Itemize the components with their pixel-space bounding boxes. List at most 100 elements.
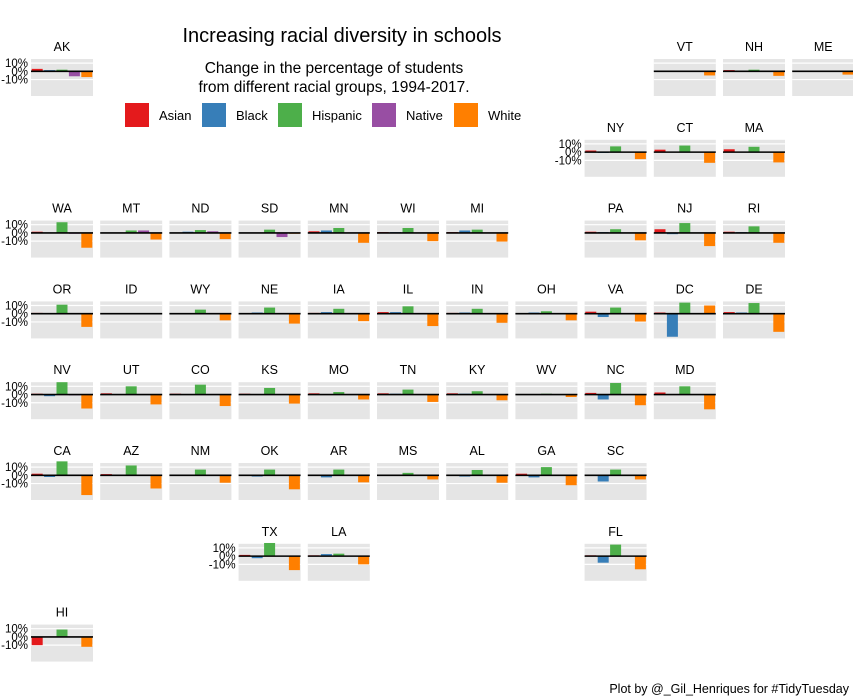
- bar-sd-hispanic: [264, 229, 276, 233]
- bar-co-white: [219, 394, 231, 407]
- state-label-sd: SD: [261, 202, 278, 216]
- bar-mt-white: [150, 232, 162, 240]
- bar-fl-white: [634, 556, 646, 570]
- panel-hi: HI 10%0%-10%: [1, 606, 93, 662]
- bar-fl-black: [597, 556, 609, 563]
- y-tick-label: 0%: [219, 551, 236, 563]
- state-label-dc: DC: [676, 282, 694, 296]
- state-label-ga: GA: [537, 444, 556, 458]
- bar-az-hispanic: [125, 465, 137, 476]
- bar-il-white: [427, 313, 439, 327]
- panel-al: AL: [446, 444, 509, 500]
- bar-ga-hispanic: [540, 467, 552, 476]
- bar-md-asian: [654, 392, 666, 395]
- bar-ga-asian: [516, 473, 528, 476]
- panel-va: VA: [584, 282, 647, 339]
- state-label-la: LA: [331, 525, 347, 539]
- bar-de-asian: [723, 312, 735, 314]
- bar-ca-asian: [31, 473, 43, 476]
- bar-mi-white: [496, 232, 508, 242]
- state-label-nd: ND: [191, 202, 209, 216]
- panel-ny: NY 10%0%-10%: [555, 121, 647, 177]
- panel-background: [446, 382, 509, 420]
- state-label-vt: VT: [677, 40, 693, 54]
- panel-pa: PA: [584, 202, 647, 258]
- panel-fl: FL: [584, 525, 647, 581]
- panel-sd: SD: [238, 202, 301, 258]
- panel-ks: KS: [238, 363, 301, 420]
- panel-il: IL: [377, 282, 439, 339]
- bar-va-asian: [585, 311, 597, 314]
- bar-mn-hispanic: [333, 228, 345, 233]
- bar-ca-white: [81, 475, 93, 496]
- chart-subtitle-line-2: from different racial groups, 1994-2017.: [198, 79, 469, 96]
- bar-ia-white: [358, 313, 370, 322]
- bar-nc-hispanic: [610, 383, 622, 395]
- bar-va-white: [634, 313, 646, 322]
- panel-co: CO: [169, 363, 232, 420]
- state-label-wi: WI: [400, 202, 415, 216]
- bar-nm-white: [219, 475, 231, 483]
- panel-mi: MI: [446, 202, 509, 258]
- bar-mi-hispanic: [471, 229, 483, 233]
- panel-ca: CA 10%0%-10%: [1, 444, 93, 500]
- bar-nv-black: [44, 394, 56, 397]
- bar-wy-hispanic: [194, 309, 206, 314]
- bar-ga-white: [565, 475, 577, 486]
- bar-ma-asian: [723, 149, 735, 153]
- state-label-wy: WY: [190, 282, 211, 296]
- bar-mn-black: [320, 230, 332, 233]
- bar-ne-hispanic: [264, 307, 276, 314]
- y-tick-label: 0%: [11, 632, 28, 644]
- panel-oh: OH: [515, 282, 578, 339]
- state-label-nh: NH: [745, 40, 763, 54]
- bar-mn-white: [358, 232, 370, 243]
- bar-hi-white: [81, 636, 93, 647]
- chart-subtitle-line-1: Change in the percentage of students: [205, 60, 464, 77]
- panel-ak: AK 10%0%-10%: [1, 40, 93, 96]
- panel-background: [515, 382, 578, 420]
- state-label-me: ME: [814, 40, 833, 54]
- y-tick-label: 0%: [11, 470, 28, 482]
- bar-mt-hispanic: [125, 230, 137, 233]
- bar-ny-asian: [585, 150, 597, 153]
- bar-nc-black: [597, 394, 609, 400]
- bar-mo-white: [358, 394, 370, 400]
- bar-sc-white: [634, 475, 646, 480]
- state-label-md: MD: [675, 363, 694, 377]
- panel-nd: ND: [169, 202, 232, 258]
- legend-label-black: Black: [236, 108, 268, 123]
- panel-de: DE: [723, 282, 785, 339]
- state-label-nv: NV: [53, 363, 71, 377]
- bar-nm-hispanic: [194, 469, 206, 476]
- state-label-ks: KS: [261, 363, 278, 377]
- state-label-ma: MA: [745, 121, 764, 135]
- bar-nd-white: [219, 232, 231, 240]
- bar-nj-asian: [654, 229, 666, 233]
- y-tick-label: 10%: [5, 58, 28, 70]
- bar-ut-white: [150, 394, 162, 405]
- bar-co-hispanic: [194, 384, 206, 395]
- state-label-mn: MN: [329, 202, 348, 216]
- bar-tx-white: [288, 556, 300, 571]
- panel-background: [238, 220, 301, 258]
- y-tick-label: 0%: [11, 228, 28, 240]
- bar-ct-hispanic: [679, 145, 691, 153]
- y-tick-label: 10%: [213, 543, 236, 555]
- state-label-pa: PA: [608, 202, 624, 216]
- bar-tx-black: [251, 556, 263, 559]
- state-label-sc: SC: [607, 444, 624, 458]
- state-label-va: VA: [608, 282, 624, 296]
- state-label-al: AL: [470, 444, 485, 458]
- bar-ct-white: [704, 152, 716, 163]
- bar-mo-hispanic: [333, 392, 345, 395]
- panel-or: OR 10%0%-10%: [1, 282, 93, 339]
- panel-ok: OK: [238, 444, 301, 500]
- bar-ma-hispanic: [748, 146, 760, 153]
- state-label-ct: CT: [676, 121, 693, 135]
- y-tick-label: -10%: [1, 317, 28, 329]
- bar-al-hispanic: [471, 469, 483, 476]
- bar-az-white: [150, 475, 162, 489]
- bar-ak-native: [68, 71, 80, 77]
